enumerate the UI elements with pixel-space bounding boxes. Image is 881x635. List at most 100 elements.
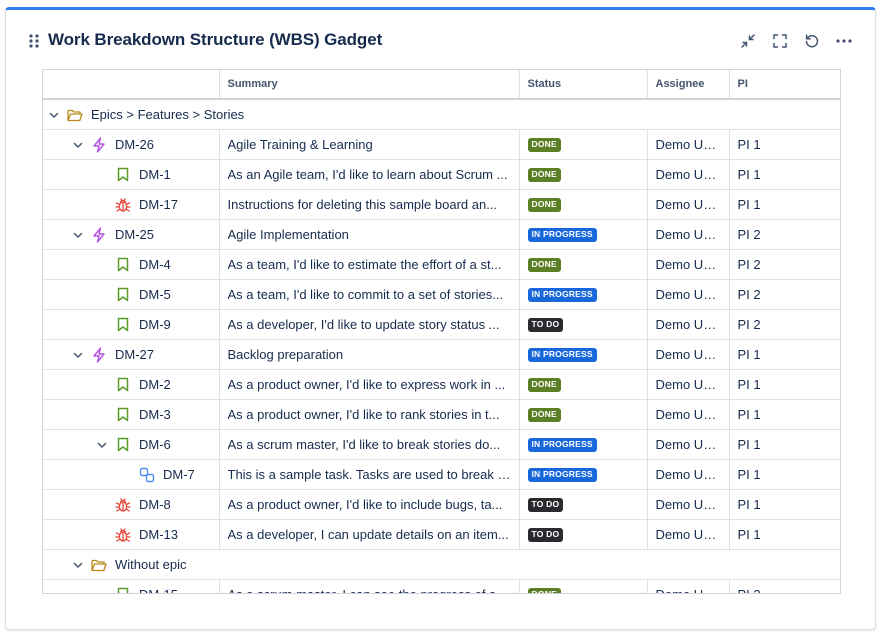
summary-cell: As a developer, I can update details on … <box>219 519 520 550</box>
chevron-down-icon[interactable] <box>71 138 85 152</box>
issue-key-link[interactable]: DM-26 <box>115 137 155 152</box>
chevron-down-icon[interactable] <box>71 558 85 572</box>
summary-text: As an Agile team, I'd like to learn abou… <box>227 167 508 182</box>
chevron-down-icon[interactable] <box>95 438 109 452</box>
issue-key-link[interactable]: DM-4 <box>139 257 171 272</box>
table-row[interactable]: DM-9 As a developer, I'd like to update s… <box>43 309 840 340</box>
assignee-cell: Demo User <box>647 429 730 460</box>
issue-key-link[interactable]: DM-5 <box>139 287 171 302</box>
issue-key-cell: DM-4 <box>43 249 220 280</box>
group-row[interactable]: Epics > Features > Stories <box>43 99 840 130</box>
status-lozenge: TO DO <box>527 318 564 333</box>
pi-cell: PI 2 <box>729 579 840 593</box>
status-cell: IN PROGRESS <box>519 429 648 460</box>
table-row[interactable]: DM-1 As an Agile team, I'd like to learn … <box>43 159 840 190</box>
issue-key-link[interactable]: DM-2 <box>139 377 171 392</box>
pi-cell: PI 1 <box>729 189 840 220</box>
refresh-icon <box>805 34 819 48</box>
pi-cell: PI 2 <box>729 279 840 310</box>
chevron-down-icon[interactable] <box>71 228 85 242</box>
issue-key-link[interactable]: DM-3 <box>139 407 171 422</box>
summary-text: Agile Training & Learning <box>227 137 373 152</box>
table-row[interactable]: DM-15 As a scrum master, I can see the pr… <box>43 579 840 593</box>
drag-handle-icon[interactable] <box>28 33 40 49</box>
issue-key-link[interactable]: DM-27 <box>115 347 155 362</box>
issue-key-link[interactable]: DM-13 <box>139 527 179 542</box>
minimize-icon <box>741 34 755 48</box>
pi-cell: PI 1 <box>729 129 840 160</box>
status-lozenge: DONE <box>527 378 561 393</box>
table-row[interactable]: DM-13 As a developer, I can update detail… <box>43 519 840 550</box>
status-cell: DONE <box>519 129 648 160</box>
bug-icon <box>115 527 131 543</box>
status-lozenge: IN PROGRESS <box>527 348 597 363</box>
status-lozenge: IN PROGRESS <box>527 288 597 303</box>
column-header-assignee[interactable]: Assignee <box>647 70 730 100</box>
pi-cell: PI 1 <box>729 159 840 190</box>
column-header-pi[interactable]: PI <box>729 70 840 100</box>
minimize-button[interactable] <box>737 30 759 52</box>
issue-key-link[interactable]: DM-8 <box>139 497 171 512</box>
summary-text: This is a sample task. Tasks are used to… <box>227 467 511 482</box>
fullscreen-button[interactable] <box>769 30 791 52</box>
issue-key-cell: DM-9 <box>43 309 220 340</box>
issue-key-link[interactable]: DM-7 <box>163 467 195 482</box>
issue-key-cell: DM-3 <box>43 399 220 430</box>
table-row[interactable]: DM-26 Agile Training & Learning DONE Demo U… <box>43 129 840 160</box>
story-icon <box>115 257 131 273</box>
issue-key-cell: DM-13 <box>43 519 220 550</box>
table-row[interactable]: DM-7 This is a sample task. Tasks are use… <box>43 459 840 490</box>
table-row[interactable]: DM-25 Agile Implementation IN PROGRESS Demo… <box>43 219 840 250</box>
status-lozenge: TO DO <box>527 528 564 543</box>
table-row[interactable]: DM-27 Backlog preparation IN PROGRESS Demo … <box>43 339 840 370</box>
status-lozenge: IN PROGRESS <box>527 228 597 243</box>
group-label: Epics > Features > Stories <box>91 107 245 122</box>
table-body: Epics > Features > Stories DM-26 Agile Tra… <box>43 99 840 593</box>
refresh-button[interactable] <box>801 30 823 52</box>
story-icon <box>115 167 131 183</box>
summary-cell: Agile Training & Learning <box>219 129 520 160</box>
group-row[interactable]: Without epic <box>43 549 840 580</box>
table-row[interactable]: DM-2 As a product owner, I'd like to expr… <box>43 369 840 400</box>
header-actions <box>737 30 855 52</box>
assignee-cell: Demo User <box>647 249 730 280</box>
pi-cell: PI 1 <box>729 339 840 370</box>
column-header-status[interactable]: Status <box>519 70 648 100</box>
status-lozenge: DONE <box>527 138 561 153</box>
issue-key-link[interactable]: DM-25 <box>115 227 155 242</box>
issue-key-cell: DM-1 <box>43 159 220 190</box>
summary-cell: As a product owner, I'd like to express … <box>219 369 520 400</box>
issue-key-link[interactable]: DM-9 <box>139 317 171 332</box>
table-row[interactable]: DM-17 Instructions for deleting this samp… <box>43 189 840 220</box>
more-options-button[interactable] <box>833 30 855 52</box>
chevron-down-icon[interactable] <box>71 348 85 362</box>
table-row[interactable]: DM-4 As a team, I'd like to estimate the … <box>43 249 840 280</box>
issue-key-cell: DM-2 <box>43 369 220 400</box>
issue-key-cell: DM-17 <box>43 189 220 220</box>
issue-key-link[interactable]: DM-15 <box>139 587 178 593</box>
status-cell: IN PROGRESS <box>519 339 648 370</box>
summary-text: As a product owner, I'd like to rank sto… <box>227 407 500 422</box>
summary-text: Agile Implementation <box>227 227 349 242</box>
issue-key-cell: DM-25 <box>43 219 220 250</box>
summary-cell: As a team, I'd like to estimate the effo… <box>219 249 520 280</box>
summary-text: As a developer, I'd like to update story… <box>227 317 500 332</box>
issue-key-cell: DM-7 <box>43 459 220 490</box>
bug-icon <box>115 197 131 213</box>
wbs-table-container: Summary Status Assignee PI Epics > Featu… <box>42 69 841 594</box>
issue-key-cell: DM-26 <box>43 129 220 160</box>
column-header-summary[interactable]: Summary <box>219 70 520 100</box>
issue-key-link[interactable]: DM-6 <box>139 437 171 452</box>
table-row[interactable]: DM-3 As a product owner, I'd like to rank… <box>43 399 840 430</box>
pi-cell: PI 1 <box>729 369 840 400</box>
issue-key-link[interactable]: DM-1 <box>139 167 171 182</box>
table-row[interactable]: DM-6 As a scrum master, I'd like to break… <box>43 429 840 460</box>
chevron-down-icon[interactable] <box>47 108 61 122</box>
status-cell: DONE <box>519 189 648 220</box>
issue-key-link[interactable]: DM-17 <box>139 197 179 212</box>
table-row[interactable]: DM-5 As a team, I'd like to commit to a s… <box>43 279 840 310</box>
table-row[interactable]: DM-8 As a product owner, I'd like to incl… <box>43 489 840 520</box>
issue-key-cell: DM-8 <box>43 489 220 520</box>
fullscreen-icon <box>773 34 787 48</box>
status-cell: DONE <box>519 579 648 593</box>
